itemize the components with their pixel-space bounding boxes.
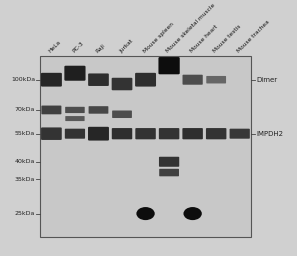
Text: 70kDa: 70kDa bbox=[15, 108, 35, 112]
FancyBboxPatch shape bbox=[65, 129, 85, 139]
FancyBboxPatch shape bbox=[158, 57, 180, 74]
FancyBboxPatch shape bbox=[41, 127, 62, 140]
FancyBboxPatch shape bbox=[88, 127, 109, 141]
FancyBboxPatch shape bbox=[112, 78, 132, 90]
FancyBboxPatch shape bbox=[41, 105, 61, 114]
Text: Mouse trachea: Mouse trachea bbox=[236, 19, 271, 54]
Text: Mouse skeletal muscle: Mouse skeletal muscle bbox=[165, 3, 217, 54]
FancyBboxPatch shape bbox=[41, 73, 62, 87]
FancyBboxPatch shape bbox=[112, 128, 132, 139]
Text: 40kDa: 40kDa bbox=[15, 159, 35, 164]
FancyBboxPatch shape bbox=[159, 169, 179, 176]
Text: HeLa: HeLa bbox=[48, 40, 62, 54]
FancyBboxPatch shape bbox=[40, 56, 252, 237]
Text: 100kDa: 100kDa bbox=[11, 77, 35, 82]
FancyBboxPatch shape bbox=[88, 73, 109, 86]
FancyBboxPatch shape bbox=[183, 75, 203, 85]
FancyBboxPatch shape bbox=[206, 76, 226, 83]
FancyBboxPatch shape bbox=[65, 116, 85, 121]
Text: 55kDa: 55kDa bbox=[15, 131, 35, 136]
FancyBboxPatch shape bbox=[135, 73, 156, 87]
FancyBboxPatch shape bbox=[206, 128, 226, 139]
FancyBboxPatch shape bbox=[89, 106, 108, 114]
Text: 25kDa: 25kDa bbox=[15, 211, 35, 216]
Text: Mouse testis: Mouse testis bbox=[213, 24, 243, 54]
Text: 35kDa: 35kDa bbox=[15, 177, 35, 182]
FancyBboxPatch shape bbox=[182, 128, 203, 139]
FancyBboxPatch shape bbox=[112, 111, 132, 118]
Text: IMPDH2: IMPDH2 bbox=[256, 131, 283, 137]
FancyBboxPatch shape bbox=[159, 157, 179, 167]
Ellipse shape bbox=[136, 207, 155, 220]
FancyBboxPatch shape bbox=[64, 66, 86, 81]
Ellipse shape bbox=[184, 207, 202, 220]
Text: Mouse heart: Mouse heart bbox=[189, 24, 219, 54]
Text: PC-3: PC-3 bbox=[71, 41, 85, 54]
Text: Mouse spleen: Mouse spleen bbox=[142, 21, 174, 54]
Text: Jurkat: Jurkat bbox=[119, 38, 134, 54]
FancyBboxPatch shape bbox=[159, 128, 179, 139]
FancyBboxPatch shape bbox=[135, 128, 156, 139]
FancyBboxPatch shape bbox=[230, 129, 250, 139]
Text: Dimer: Dimer bbox=[256, 77, 277, 83]
Text: Raji: Raji bbox=[95, 42, 106, 54]
FancyBboxPatch shape bbox=[65, 107, 85, 113]
